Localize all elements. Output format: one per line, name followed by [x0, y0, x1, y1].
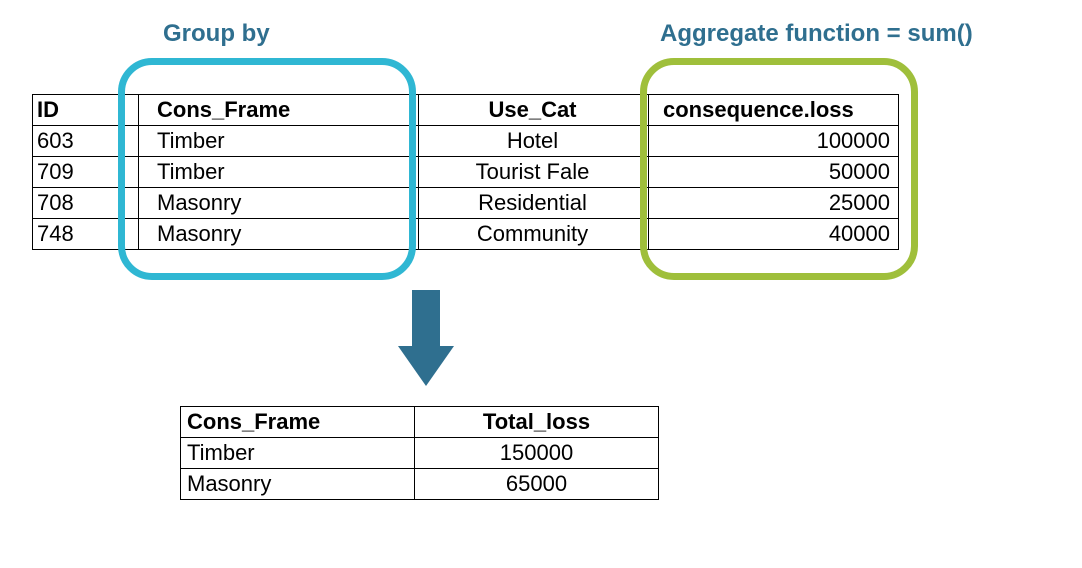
cell-total: 150000 [415, 438, 659, 469]
cell-use: Tourist Fale [419, 157, 649, 188]
down-arrow-icon [398, 290, 454, 386]
table-row: Masonry 65000 [181, 469, 659, 500]
cell-use: Hotel [419, 126, 649, 157]
cell-total: 65000 [415, 469, 659, 500]
cell-use: Community [419, 219, 649, 250]
arrow-head [398, 346, 454, 386]
diagram-canvas: Group by Aggregate function = sum() ID C… [0, 0, 1082, 568]
cell-frame: Timber [181, 438, 415, 469]
cell-frame: Masonry [181, 469, 415, 500]
col-header-frame: Cons_Frame [181, 407, 415, 438]
result-table: Cons_Frame Total_loss Timber 150000 Maso… [180, 406, 659, 500]
aggregate-label: Aggregate function = sum() [660, 20, 973, 48]
cell-use: Residential [419, 188, 649, 219]
table-row: Timber 150000 [181, 438, 659, 469]
col-header-use: Use_Cat [419, 95, 649, 126]
group-by-label: Group by [163, 20, 270, 48]
arrow-stem [412, 290, 440, 346]
col-header-total: Total_loss [415, 407, 659, 438]
group-by-highlight-box [118, 58, 416, 280]
aggregate-highlight-box [640, 58, 918, 280]
table-header-row: Cons_Frame Total_loss [181, 407, 659, 438]
